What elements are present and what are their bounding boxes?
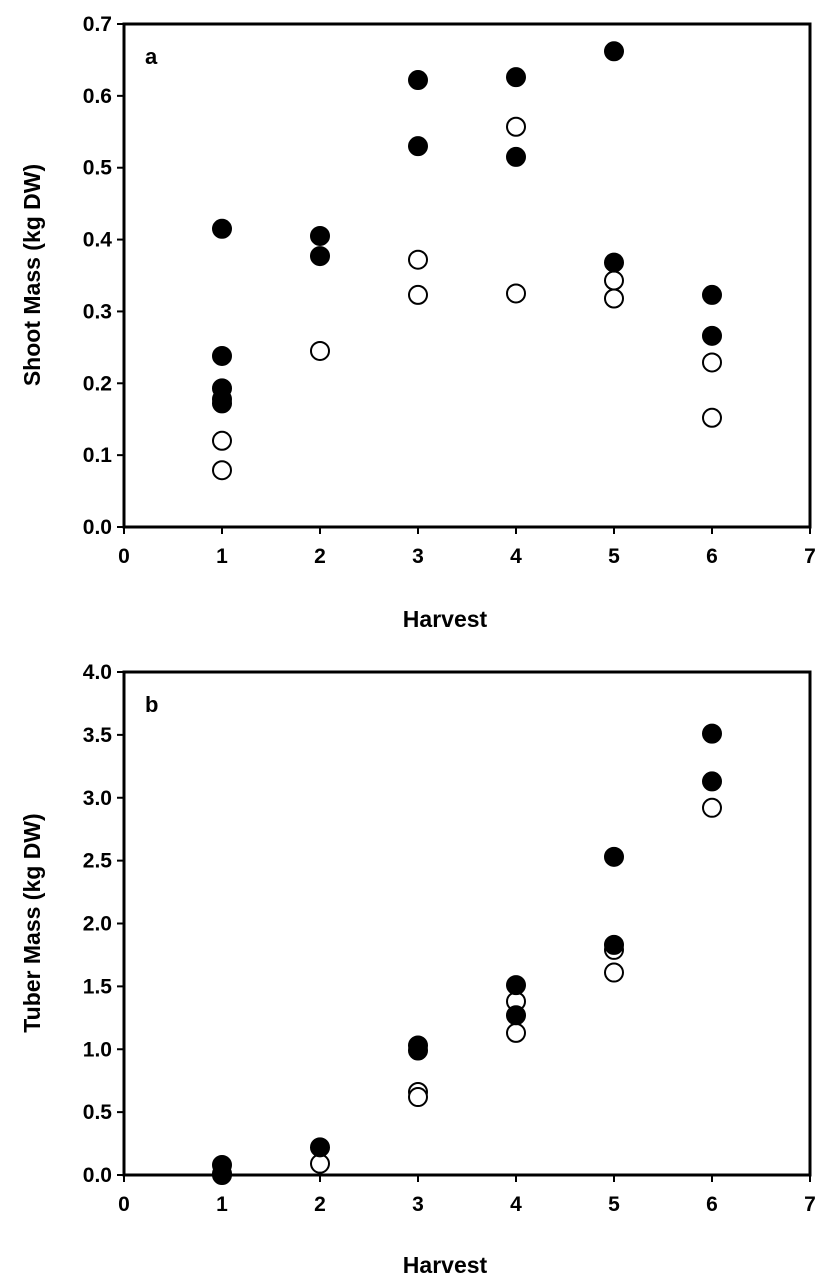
open-point-a bbox=[702, 352, 722, 373]
x-tick-label-a: 2 bbox=[314, 545, 326, 568]
filled-point-a bbox=[604, 252, 624, 273]
filled-point-b bbox=[408, 1040, 428, 1061]
x-tick-label-b: 2 bbox=[314, 1193, 326, 1216]
data-points-a bbox=[212, 41, 722, 481]
x-tick-label-a: 3 bbox=[412, 545, 424, 568]
y-tick-label-b: 3.0 bbox=[83, 787, 112, 810]
open-point-a bbox=[604, 288, 624, 309]
y-tick-label-a: 0.3 bbox=[83, 300, 112, 323]
open-point-a bbox=[408, 249, 428, 270]
filled-point-b bbox=[702, 723, 722, 744]
y-tick-label-b: 0.5 bbox=[83, 1101, 113, 1124]
y-tick-label-a: 0.2 bbox=[83, 372, 112, 395]
y-tick-label-b: 0.0 bbox=[83, 1164, 112, 1187]
open-point-b bbox=[310, 1153, 330, 1174]
y-axis-title-b: Tuber Mass (kg DW) bbox=[19, 813, 45, 1032]
filled-point-a bbox=[506, 67, 526, 88]
x-tick-label-b: 6 bbox=[706, 1193, 718, 1216]
filled-point-a bbox=[702, 325, 722, 346]
x-axis-title-a: Harvest bbox=[403, 606, 488, 632]
panel-label-a: a bbox=[145, 44, 158, 69]
x-axis-title-b: Harvest bbox=[403, 1252, 488, 1278]
filled-point-b bbox=[310, 1137, 330, 1158]
y-tick-label-a: 0.7 bbox=[83, 13, 112, 36]
x-tick-label-a: 5 bbox=[608, 545, 620, 568]
open-point-b bbox=[408, 1087, 428, 1108]
y-axis-title-a: Shoot Mass (kg DW) bbox=[19, 164, 45, 386]
open-point-a bbox=[604, 270, 624, 291]
x-tick-label-a: 4 bbox=[510, 545, 522, 568]
open-point-b bbox=[702, 797, 722, 818]
x-tick-label-a: 0 bbox=[118, 545, 130, 568]
open-point-a bbox=[408, 284, 428, 305]
open-point-a bbox=[702, 407, 722, 428]
filled-point-b bbox=[604, 846, 624, 867]
plot-frame-b bbox=[122, 670, 812, 1177]
open-point-b bbox=[506, 1022, 526, 1043]
y-tick-label-b: 4.0 bbox=[83, 661, 112, 684]
x-tick-label-b: 5 bbox=[608, 1193, 620, 1216]
y-tick-label-b: 2.0 bbox=[83, 913, 112, 936]
open-point-a bbox=[212, 430, 232, 451]
panel-a-shoot-mass: a Harvest Shoot Mass (kg DW) 0 1 2 3 4 5 6 7 0.0… bbox=[19, 13, 816, 632]
data-points-b bbox=[212, 723, 722, 1185]
x-tick-label-b: 1 bbox=[216, 1193, 228, 1216]
panel-b-tuber-mass: b Harvest Tuber Mass (kg DW) 0 1 2 3 4 5 6 7 0.0… bbox=[19, 661, 816, 1278]
y-tick-label-a: 0.4 bbox=[83, 229, 113, 252]
filled-point-b bbox=[506, 975, 526, 996]
filled-point-a bbox=[408, 70, 428, 91]
x-tick-label-b: 7 bbox=[804, 1193, 816, 1216]
y-tick-label-b: 2.5 bbox=[83, 850, 113, 873]
filled-point-a bbox=[702, 284, 722, 305]
axis-ticks-a: 0 1 2 3 4 5 6 7 0.0 0.1 0.2 0.3 0.4 0.5 0.6 0.7 bbox=[83, 13, 816, 568]
y-tick-label-a: 0.0 bbox=[83, 516, 112, 539]
x-tick-label-a: 7 bbox=[804, 545, 816, 568]
x-tick-label-a: 6 bbox=[706, 545, 718, 568]
x-tick-label-b: 3 bbox=[412, 1193, 424, 1216]
plot-frame-a bbox=[122, 22, 812, 529]
open-point-a bbox=[506, 283, 526, 304]
filled-point-b bbox=[506, 1005, 526, 1026]
y-tick-label-b: 1.0 bbox=[83, 1038, 112, 1061]
panel-label-b: b bbox=[145, 692, 158, 717]
x-tick-label-b: 4 bbox=[510, 1193, 522, 1216]
x-tick-label-b: 0 bbox=[118, 1193, 130, 1216]
filled-point-a bbox=[604, 41, 624, 62]
open-point-b bbox=[604, 962, 624, 983]
open-point-a bbox=[310, 340, 330, 361]
filled-point-b bbox=[212, 1163, 232, 1184]
y-tick-label-b: 1.5 bbox=[83, 975, 113, 998]
axis-ticks-b: 0 1 2 3 4 5 6 7 0.0 0.5 1.0 1.5 2.0 2.5 3.0 3.5 4.0 bbox=[83, 661, 816, 1216]
filled-point-a bbox=[408, 136, 428, 157]
y-tick-label-a: 0.6 bbox=[83, 85, 112, 108]
filled-point-a bbox=[212, 393, 232, 414]
filled-point-a bbox=[310, 225, 330, 246]
y-tick-label-a: 0.5 bbox=[83, 157, 113, 180]
filled-point-a bbox=[506, 146, 526, 167]
filled-point-a bbox=[212, 218, 232, 239]
y-tick-label-b: 3.5 bbox=[83, 724, 113, 747]
y-tick-label-a: 0.1 bbox=[83, 444, 113, 467]
filled-point-a bbox=[310, 246, 330, 267]
x-tick-label-a: 1 bbox=[216, 545, 228, 568]
filled-point-b bbox=[702, 771, 722, 792]
open-point-a bbox=[212, 460, 232, 481]
filled-point-a bbox=[212, 345, 232, 366]
open-point-a bbox=[506, 116, 526, 137]
filled-point-b bbox=[604, 934, 624, 955]
